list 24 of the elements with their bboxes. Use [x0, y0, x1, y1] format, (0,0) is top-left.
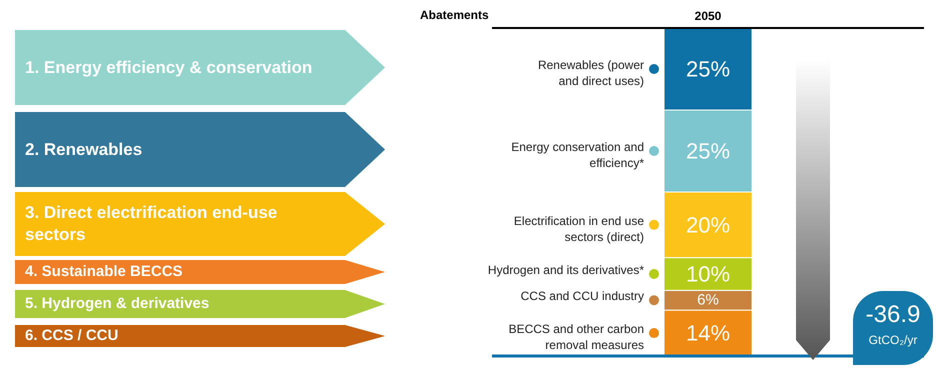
- text: 4. Sustainable BECCS: [25, 262, 184, 282]
- text: -36.9: [864, 301, 922, 329]
- legend-label: Hydrogen and its derivatives*: [488, 263, 644, 277]
- legend-entry: CCS and CCU industry: [520, 289, 659, 306]
- x-tick-label: 2050: [694, 9, 722, 23]
- text: 1. Energy efficiency & conservation: [25, 56, 314, 79]
- data-label: 25%: [686, 56, 730, 82]
- text: Abatements: [420, 8, 489, 22]
- data-label: 25%: [686, 138, 730, 164]
- legend-label: CCS and CCU industry: [520, 289, 644, 304]
- legend-entry: Electrification in end use sectors (direct): [514, 214, 659, 244]
- data-label: 6%: [697, 292, 719, 309]
- legend-entry: Energy conservation and efficiency*: [511, 140, 659, 170]
- data-label: 20%: [686, 212, 730, 238]
- legend-entry: Hydrogen and its derivatives*: [488, 263, 659, 279]
- data-label: 14%: [686, 320, 730, 346]
- text: 6. CCS / CCU: [25, 326, 120, 346]
- text: 5. Hydrogen & derivatives: [25, 294, 210, 314]
- legend-entry: Renewables (power and direct uses): [538, 58, 659, 88]
- data-label: 10%: [686, 262, 730, 286]
- text: GtCO₂/yr: [868, 333, 918, 347]
- text: 2. Renewables: [25, 138, 144, 160]
- legend-entry: BECCS and other carbon removal measures: [508, 322, 659, 352]
- text: 3. Direct electrification end-use sectors: [25, 202, 278, 246]
